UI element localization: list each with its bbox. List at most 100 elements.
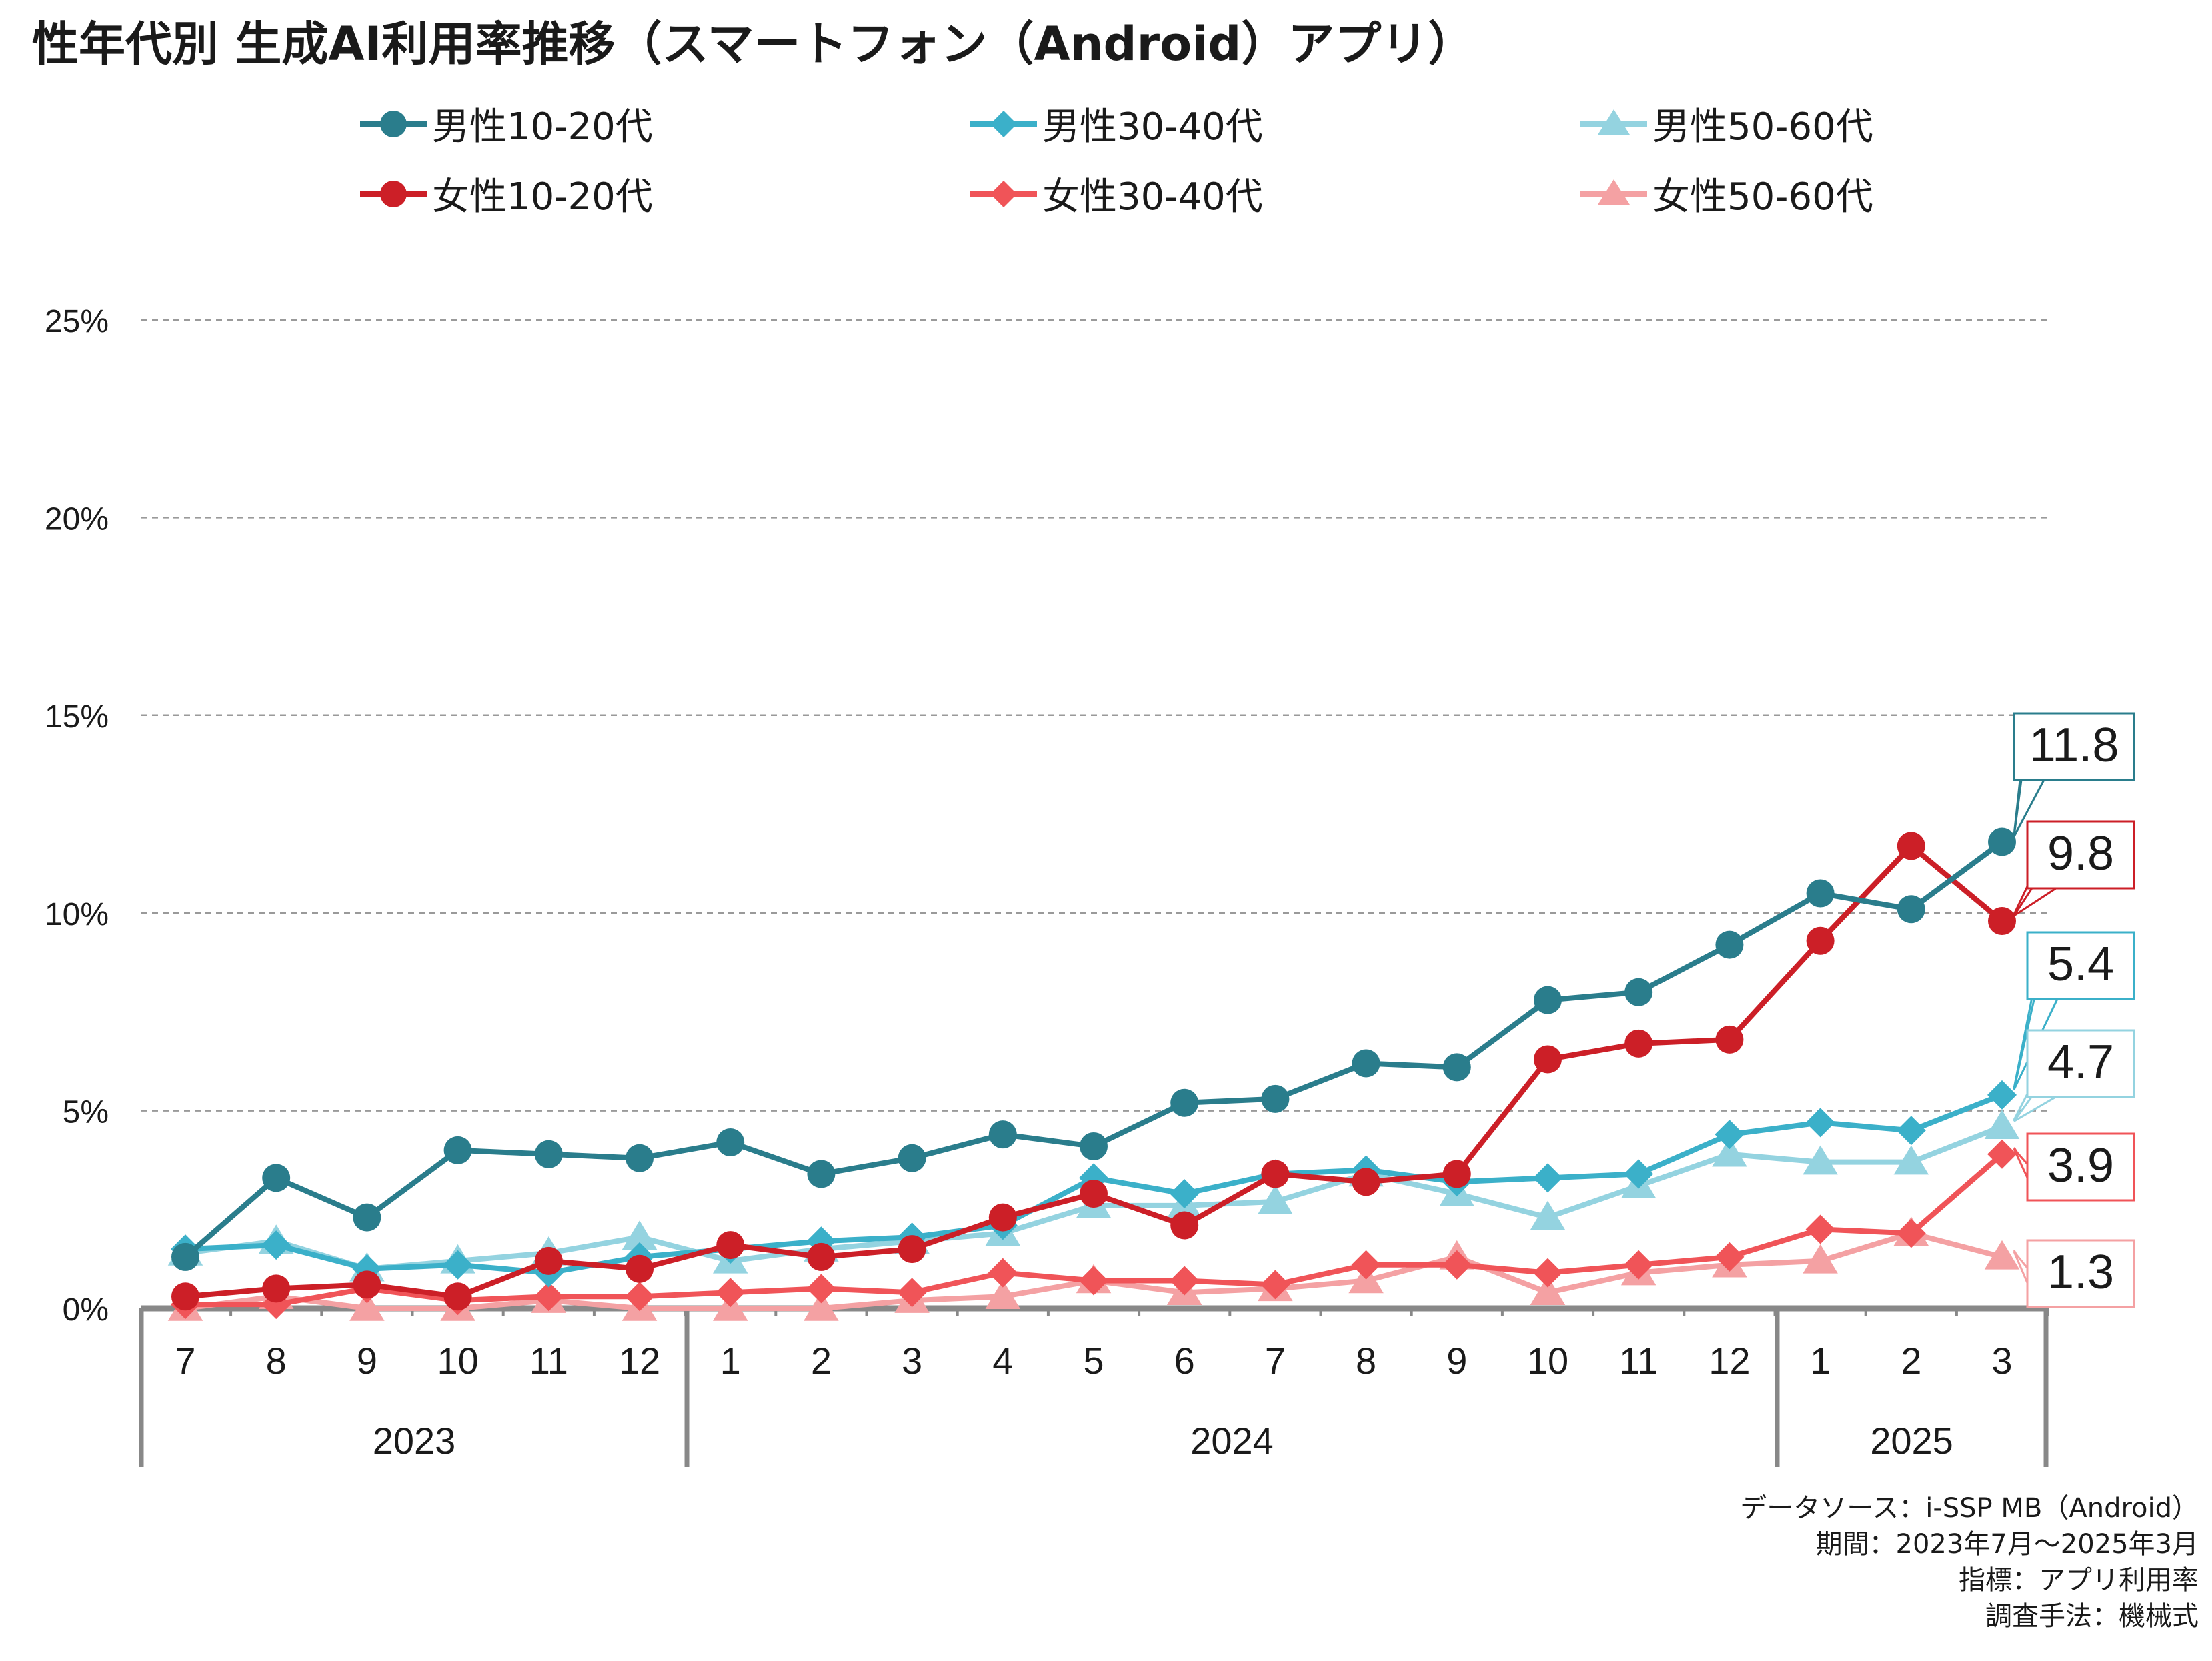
end-value-label: 5.4 [2047,938,2114,991]
data-point [1987,1139,2017,1169]
x-tick-label: 2 [811,1340,832,1382]
legend-item: 女性10-20代 [360,167,653,221]
source-line-method: 調査手法：機械式 [1985,1601,2199,1632]
x-tick-label: 10 [1527,1340,1568,1382]
data-point [171,1282,199,1311]
x-tick-label: 4 [992,1340,1013,1382]
callout-box [2026,1132,2135,1202]
data-point [898,1144,926,1172]
data-point [1261,1084,1290,1113]
legend-marker-icon [1580,109,1647,135]
data-point [626,1254,654,1283]
y-tick-label: 5% [63,1095,109,1130]
data-point [988,1258,1018,1288]
end-value-label: 9.8 [2047,827,2114,880]
data-point [1715,930,1744,959]
x-tick-label: 9 [357,1340,377,1382]
source-line-datasource: データソース：i-SSP MB（Android） [1740,1493,2199,1524]
data-point [1715,1242,1745,1272]
legend-label: 男性30-40代 [1042,105,1263,149]
data-point [1803,1145,1838,1175]
data-point [1534,986,1562,1014]
data-point [1533,1163,1562,1193]
callout-box [2026,820,2135,890]
x-tick-label: 6 [1174,1340,1195,1382]
data-point [1893,1145,1929,1175]
legend-marker-icon [360,180,427,207]
data-point [1260,1270,1290,1300]
data-point [1080,1132,1108,1160]
legend-label: 女性10-20代 [432,175,653,219]
data-point [1352,1049,1380,1078]
data-point [171,1242,199,1271]
legend-marker-icon [970,180,1037,207]
callout-box [2026,1239,2135,1308]
data-point [898,1235,926,1264]
data-point [1806,879,1835,908]
legend-marker-icon [360,110,427,137]
y-tick-label: 20% [45,501,109,537]
data-point [443,1282,472,1311]
x-tick-label: 1 [1810,1340,1831,1382]
data-point [1170,1088,1199,1117]
data-point [1715,1025,1744,1054]
data-point [1715,1120,1745,1150]
callout-box [2026,1029,2135,1098]
data-point [1530,1200,1566,1230]
data-point [1624,1029,1653,1058]
data-point [262,1274,291,1303]
x-tick-label: 12 [619,1340,660,1382]
data-point [806,1274,836,1304]
x-tick-label: 7 [175,1340,195,1382]
y-tick-label: 15% [45,699,109,735]
legend-item: 男性50-60代 [1580,97,1873,151]
y-tick-label: 10% [45,897,109,932]
data-point [1261,1160,1290,1188]
data-point [1988,827,2016,856]
end-value-label: 11.8 [2029,719,2119,772]
year-label: 2024 [1190,1420,1274,1462]
x-tick-label: 8 [266,1340,287,1382]
data-point [533,1282,564,1312]
data-point [1170,1211,1199,1240]
legend-item: 男性30-40代 [970,97,1263,151]
end-value-label: 3.9 [2047,1139,2114,1192]
data-point [1806,926,1835,955]
x-tick-label: 2 [1901,1340,1921,1382]
legend-label: 女性50-60代 [1652,175,1873,219]
data-point [716,1278,746,1308]
x-tick-label: 5 [1083,1340,1104,1382]
data-point [1897,832,1925,860]
y-tick-label: 25% [45,304,109,339]
data-point [1170,1266,1200,1296]
x-tick-label: 7 [1265,1340,1286,1382]
y-tick-label: 0% [63,1292,109,1328]
year-label: 2025 [1870,1420,1953,1462]
callout-box [2013,712,2135,781]
data-point [349,1292,385,1321]
data-point [353,1203,381,1232]
data-point [1624,978,1653,1006]
source-notes: データソース：i-SSP MB（Android） 期間：2023年7月～2025… [1740,1490,2199,1634]
data-point [988,1120,1017,1149]
x-tick-label: 1 [720,1340,741,1382]
data-point [1533,1258,1562,1288]
source-line-period: 期間：2023年7月～2025年3月 [1815,1529,2199,1560]
data-point [716,1128,745,1157]
data-point [443,1136,472,1164]
x-tick-label: 3 [902,1340,922,1382]
data-point [443,1250,473,1280]
data-point [1624,1159,1654,1189]
year-label: 2023 [373,1420,456,1462]
data-point [1896,1116,1926,1146]
x-tick-label: 3 [1991,1340,2012,1382]
data-point [1080,1180,1108,1208]
legend-label: 男性50-60代 [1652,105,1873,149]
data-point [716,1231,745,1260]
x-tick-label: 10 [437,1340,478,1382]
x-tick-label: 12 [1709,1340,1750,1382]
x-tick-label: 11 [529,1340,568,1382]
end-value-label: 4.7 [2047,1036,2114,1089]
legend-item: 女性30-40代 [970,167,1263,221]
callout-box [2026,931,2135,1000]
